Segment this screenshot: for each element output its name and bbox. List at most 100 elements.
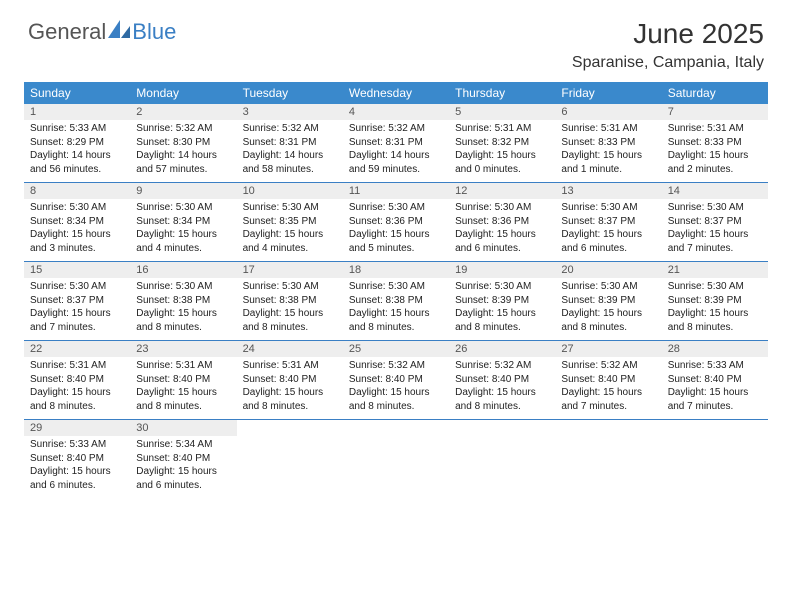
sunset-line: Sunset: 8:32 PM	[455, 136, 549, 150]
sunrise-line: Sunrise: 5:31 AM	[561, 122, 655, 136]
daylight-line: Daylight: 15 hours and 7 minutes.	[561, 386, 655, 413]
day-body: Sunrise: 5:30 AMSunset: 8:38 PMDaylight:…	[343, 278, 449, 340]
day-body: Sunrise: 5:33 AMSunset: 8:29 PMDaylight:…	[24, 120, 130, 182]
logo-sail-icon	[106, 18, 132, 45]
day-number: 29	[24, 420, 130, 436]
day-number: 30	[130, 420, 236, 436]
day-number: 7	[662, 104, 768, 120]
sunrise-line: Sunrise: 5:30 AM	[349, 201, 443, 215]
sunset-line: Sunset: 8:40 PM	[455, 373, 549, 387]
sunrise-line: Sunrise: 5:30 AM	[30, 201, 124, 215]
daylight-line: Daylight: 15 hours and 6 minutes.	[561, 228, 655, 255]
day-header: Tuesday	[237, 82, 343, 104]
sunrise-line: Sunrise: 5:32 AM	[349, 359, 443, 373]
calendar-cell	[237, 420, 343, 498]
sunrise-line: Sunrise: 5:34 AM	[136, 438, 230, 452]
day-body: Sunrise: 5:32 AMSunset: 8:40 PMDaylight:…	[555, 357, 661, 419]
sunset-line: Sunset: 8:40 PM	[668, 373, 762, 387]
header: General Blue June 2025 Sparanise, Campan…	[0, 0, 792, 76]
daylight-line: Daylight: 15 hours and 7 minutes.	[668, 228, 762, 255]
calendar-cell: 15Sunrise: 5:30 AMSunset: 8:37 PMDayligh…	[24, 262, 130, 340]
day-body: Sunrise: 5:34 AMSunset: 8:40 PMDaylight:…	[130, 436, 236, 498]
day-body: Sunrise: 5:30 AMSunset: 8:36 PMDaylight:…	[449, 199, 555, 261]
day-number: 17	[237, 262, 343, 278]
calendar-cell: 7 Sunrise: 5:31 AMSunset: 8:33 PMDaylight…	[662, 104, 768, 182]
day-body: Sunrise: 5:30 AMSunset: 8:37 PMDaylight:…	[555, 199, 661, 261]
calendar-cell	[343, 420, 449, 498]
daylight-line: Daylight: 15 hours and 8 minutes.	[455, 386, 549, 413]
sunrise-line: Sunrise: 5:33 AM	[30, 122, 124, 136]
day-body: Sunrise: 5:32 AMSunset: 8:31 PMDaylight:…	[237, 120, 343, 182]
day-number: 27	[555, 341, 661, 357]
sunset-line: Sunset: 8:33 PM	[668, 136, 762, 150]
sunrise-line: Sunrise: 5:32 AM	[561, 359, 655, 373]
day-body: Sunrise: 5:30 AMSunset: 8:34 PMDaylight:…	[24, 199, 130, 261]
daylight-line: Daylight: 15 hours and 8 minutes.	[349, 386, 443, 413]
calendar-cell: 13Sunrise: 5:30 AMSunset: 8:37 PMDayligh…	[555, 183, 661, 261]
day-header: Friday	[555, 82, 661, 104]
daylight-line: Daylight: 15 hours and 0 minutes.	[455, 149, 549, 176]
day-body: Sunrise: 5:31 AMSunset: 8:32 PMDaylight:…	[449, 120, 555, 182]
day-number: 23	[130, 341, 236, 357]
daylight-line: Daylight: 15 hours and 4 minutes.	[243, 228, 337, 255]
day-header: Saturday	[662, 82, 768, 104]
sunrise-line: Sunrise: 5:32 AM	[136, 122, 230, 136]
day-body: Sunrise: 5:32 AMSunset: 8:31 PMDaylight:…	[343, 120, 449, 182]
sunset-line: Sunset: 8:33 PM	[561, 136, 655, 150]
sunrise-line: Sunrise: 5:30 AM	[243, 201, 337, 215]
sunset-line: Sunset: 8:37 PM	[561, 215, 655, 229]
day-number: 22	[24, 341, 130, 357]
day-number: 24	[237, 341, 343, 357]
day-body: Sunrise: 5:33 AMSunset: 8:40 PMDaylight:…	[24, 436, 130, 498]
day-body: Sunrise: 5:31 AMSunset: 8:40 PMDaylight:…	[24, 357, 130, 419]
sunrise-line: Sunrise: 5:30 AM	[455, 201, 549, 215]
calendar-cell: 8Sunrise: 5:30 AMSunset: 8:34 PMDaylight…	[24, 183, 130, 261]
day-body: Sunrise: 5:31 AMSunset: 8:33 PMDaylight:…	[555, 120, 661, 182]
day-number: 4	[343, 104, 449, 120]
day-body: Sunrise: 5:30 AMSunset: 8:39 PMDaylight:…	[662, 278, 768, 340]
title-block: June 2025 Sparanise, Campania, Italy	[572, 18, 764, 72]
calendar-cell: 22Sunrise: 5:31 AMSunset: 8:40 PMDayligh…	[24, 341, 130, 419]
sunset-line: Sunset: 8:34 PM	[30, 215, 124, 229]
day-number: 8	[24, 183, 130, 199]
sunset-line: Sunset: 8:34 PM	[136, 215, 230, 229]
calendar-cell: 9 Sunrise: 5:30 AMSunset: 8:34 PMDaylight…	[130, 183, 236, 261]
sunrise-line: Sunrise: 5:31 AM	[455, 122, 549, 136]
sunset-line: Sunset: 8:31 PM	[349, 136, 443, 150]
day-number: 1	[24, 104, 130, 120]
sunrise-line: Sunrise: 5:30 AM	[349, 280, 443, 294]
sunrise-line: Sunrise: 5:31 AM	[243, 359, 337, 373]
logo-text-general: General	[28, 19, 106, 45]
day-body: Sunrise: 5:30 AMSunset: 8:35 PMDaylight:…	[237, 199, 343, 261]
sunrise-line: Sunrise: 5:32 AM	[349, 122, 443, 136]
sunrise-line: Sunrise: 5:30 AM	[136, 201, 230, 215]
sunset-line: Sunset: 8:40 PM	[30, 452, 124, 466]
daylight-line: Daylight: 15 hours and 4 minutes.	[136, 228, 230, 255]
sunrise-line: Sunrise: 5:31 AM	[668, 122, 762, 136]
calendar-cell: 24Sunrise: 5:31 AMSunset: 8:40 PMDayligh…	[237, 341, 343, 419]
sunset-line: Sunset: 8:40 PM	[136, 452, 230, 466]
day-number: 3	[237, 104, 343, 120]
calendar-cell: 16Sunrise: 5:30 AMSunset: 8:38 PMDayligh…	[130, 262, 236, 340]
sunrise-line: Sunrise: 5:30 AM	[136, 280, 230, 294]
sunrise-line: Sunrise: 5:32 AM	[243, 122, 337, 136]
sunset-line: Sunset: 8:40 PM	[30, 373, 124, 387]
sunset-line: Sunset: 8:40 PM	[561, 373, 655, 387]
day-body: Sunrise: 5:30 AMSunset: 8:39 PMDaylight:…	[555, 278, 661, 340]
day-body: Sunrise: 5:30 AMSunset: 8:36 PMDaylight:…	[343, 199, 449, 261]
daylight-line: Daylight: 15 hours and 8 minutes.	[136, 307, 230, 334]
calendar-cell: 28Sunrise: 5:33 AMSunset: 8:40 PMDayligh…	[662, 341, 768, 419]
day-number: 10	[237, 183, 343, 199]
daylight-line: Daylight: 15 hours and 2 minutes.	[668, 149, 762, 176]
daylight-line: Daylight: 15 hours and 6 minutes.	[30, 465, 124, 492]
calendar-cell: 19Sunrise: 5:30 AMSunset: 8:39 PMDayligh…	[449, 262, 555, 340]
logo: General Blue	[28, 18, 176, 45]
month-title: June 2025	[572, 18, 764, 50]
day-number: 28	[662, 341, 768, 357]
day-number: 9	[130, 183, 236, 199]
day-body: Sunrise: 5:30 AMSunset: 8:38 PMDaylight:…	[237, 278, 343, 340]
calendar-cell: 30Sunrise: 5:34 AMSunset: 8:40 PMDayligh…	[130, 420, 236, 498]
sunset-line: Sunset: 8:40 PM	[349, 373, 443, 387]
day-number: 16	[130, 262, 236, 278]
calendar-cell: 5Sunrise: 5:31 AMSunset: 8:32 PMDaylight…	[449, 104, 555, 182]
